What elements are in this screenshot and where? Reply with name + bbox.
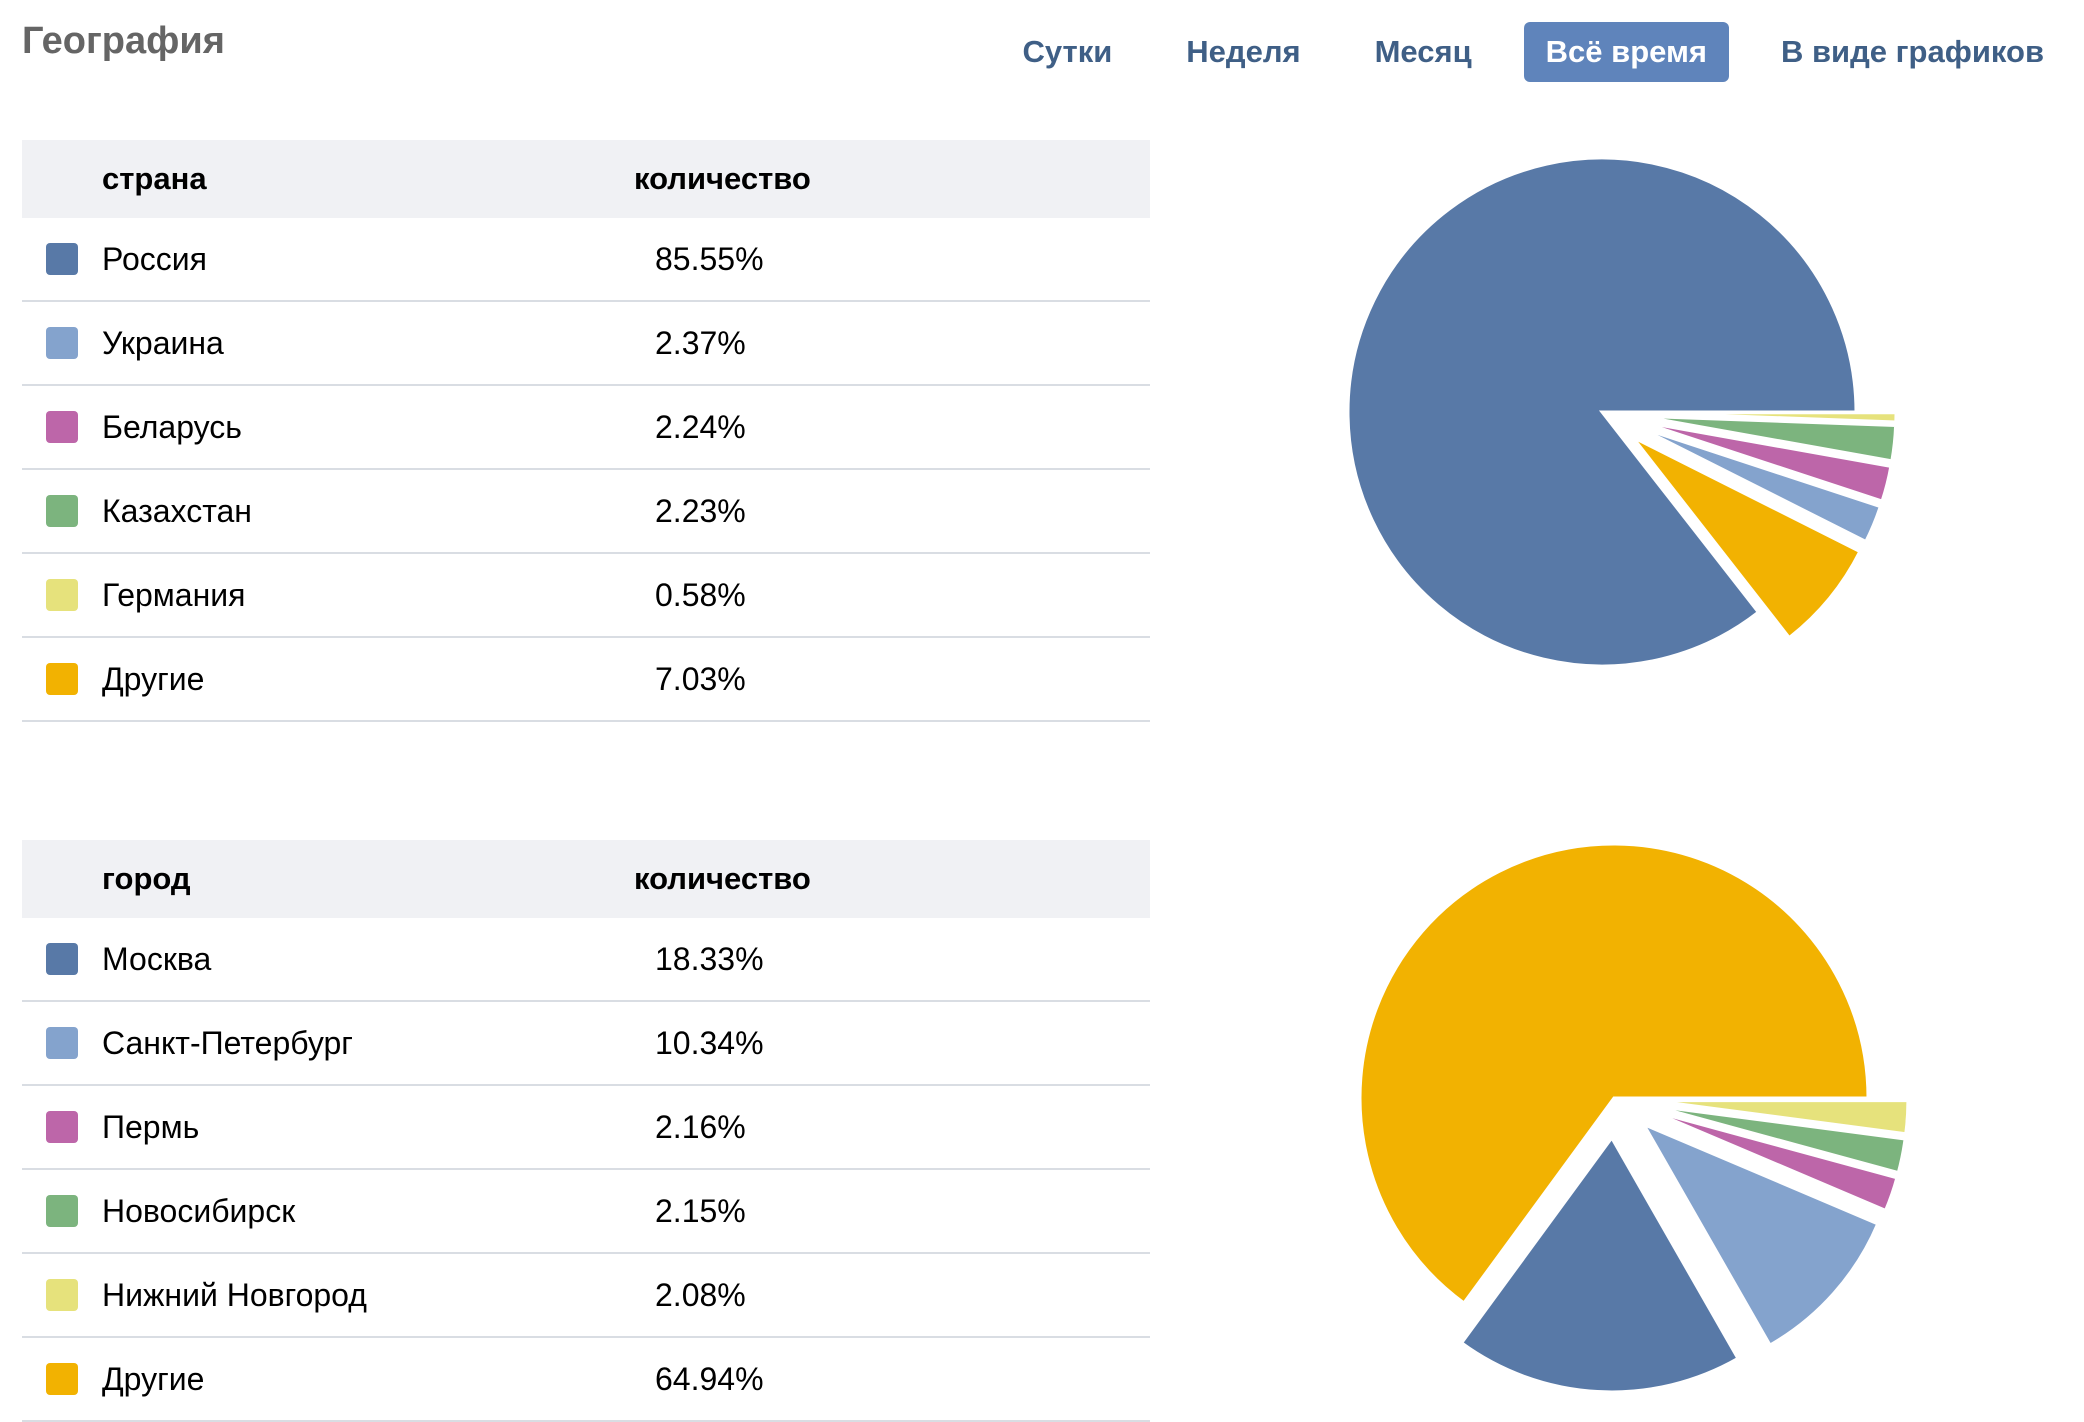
legend-swatch [46, 1195, 78, 1227]
pie-slice-1[interactable] [1459, 1135, 1740, 1394]
table-row: Германия 0.58% [22, 554, 1150, 638]
country-value: 0.58% [655, 576, 746, 613]
pie-slice-3[interactable] [1651, 1109, 1899, 1213]
country-name: Казахстан [102, 492, 252, 529]
legend-swatch [46, 495, 78, 527]
table-row: Санкт-Петербург 10.34% [22, 1002, 1150, 1086]
legend-swatch [46, 327, 78, 359]
country-table-header: страна количество [22, 140, 1150, 218]
pie-slice-3[interactable] [1640, 420, 1893, 503]
city-name: Москва [102, 940, 212, 977]
tab-week[interactable]: Неделя [1186, 34, 1301, 69]
country-name: Беларусь [102, 408, 242, 445]
city-value: 64.94% [655, 1360, 764, 1397]
country-table: страна количество Россия 85.55% Украина … [22, 140, 1150, 722]
legend-swatch [46, 579, 78, 611]
country-name: Украина [102, 324, 224, 361]
country-name: Германия [102, 576, 246, 613]
table-row: Нижний Новгород 2.08% [22, 1254, 1150, 1338]
legend-swatch [46, 1027, 78, 1059]
legend-swatch [46, 1111, 78, 1143]
country-value: 85.55% [655, 240, 764, 277]
table-row: Москва 18.33% [22, 918, 1150, 1002]
tab-day[interactable]: Сутки [1022, 34, 1113, 69]
pie-slice-4[interactable] [1641, 414, 1898, 463]
city-value: 18.33% [655, 940, 764, 977]
legend-swatch [46, 663, 78, 695]
column-header-city: город [102, 861, 191, 896]
table-row: Пермь 2.16% [22, 1086, 1150, 1170]
city-name: Другие [102, 1360, 205, 1397]
table-row: Казахстан 2.23% [22, 470, 1150, 554]
country-value: 2.37% [655, 324, 746, 361]
tab-all-time[interactable]: Всё время [1523, 22, 1729, 82]
country-name: Другие [102, 660, 205, 697]
tab-charts-view[interactable]: В виде графиков [1780, 34, 2044, 69]
legend-swatch [46, 1279, 78, 1311]
legend-swatch [46, 943, 78, 975]
country-name: Россия [102, 240, 207, 277]
table-row: Украина 2.37% [22, 302, 1150, 386]
pie-slice-1[interactable] [1346, 156, 1858, 668]
pie-slice-4[interactable] [1652, 1104, 1907, 1175]
legend-swatch [46, 411, 78, 443]
city-value: 10.34% [655, 1024, 764, 1061]
city-pie [1358, 842, 1910, 1394]
city-value: 2.08% [655, 1276, 746, 1313]
legend-swatch [46, 243, 78, 275]
table-row: Другие 7.03% [22, 638, 1150, 722]
column-header-count: количество [634, 861, 811, 896]
city-table: город количество Москва 18.33% Санкт-Пет… [22, 840, 1150, 1422]
pie-slice-5[interactable] [1653, 1099, 1910, 1136]
pie-slice-6[interactable] [1631, 436, 1862, 640]
pie-slice-2[interactable] [1640, 1121, 1880, 1348]
city-name: Новосибирск [102, 1192, 296, 1229]
city-name: Пермь [102, 1108, 200, 1145]
column-header-count: количество [634, 161, 811, 196]
pie-slice-5[interactable] [1641, 411, 1898, 424]
legend-swatch [46, 1363, 78, 1395]
table-row: Новосибирск 2.15% [22, 1170, 1150, 1254]
city-value: 2.16% [655, 1108, 746, 1145]
tab-month[interactable]: Месяц [1374, 34, 1472, 69]
country-pie [1346, 156, 1898, 668]
table-row: Россия 85.55% [22, 218, 1150, 302]
pie-slice-6[interactable] [1358, 842, 1870, 1306]
table-row: Беларусь 2.24% [22, 386, 1150, 470]
column-header-country: страна [102, 161, 207, 196]
country-value: 2.24% [655, 408, 746, 445]
city-table-header: город количество [22, 840, 1150, 918]
city-name: Санкт-Петербург [102, 1024, 353, 1061]
period-tabs: Сутки Неделя Месяц Всё время В виде граф… [971, 22, 2066, 82]
pie-slice-2[interactable] [1638, 425, 1883, 544]
city-name: Нижний Новгород [102, 1276, 367, 1313]
city-value: 2.15% [655, 1192, 746, 1229]
country-value: 2.23% [655, 492, 746, 529]
table-row: Другие 64.94% [22, 1338, 1150, 1422]
country-value: 7.03% [655, 660, 746, 697]
page-title: География [22, 20, 225, 62]
